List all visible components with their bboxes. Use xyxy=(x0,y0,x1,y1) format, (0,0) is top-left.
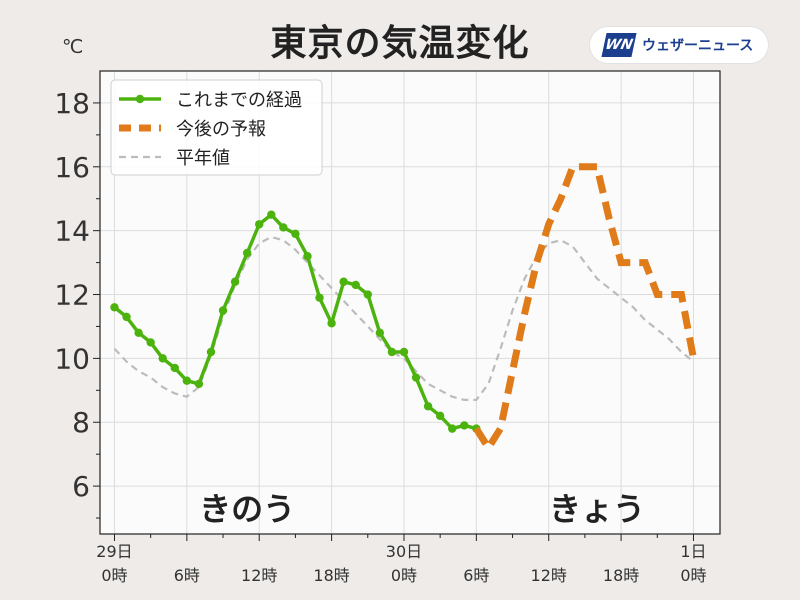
observed-point xyxy=(423,402,433,411)
observed-point xyxy=(206,347,216,357)
observed-point xyxy=(303,252,312,261)
legend-label: 今後の予報 xyxy=(176,119,266,140)
plot-frame xyxy=(99,70,721,535)
x-tick-date-label: 30日 xyxy=(386,542,422,561)
observed-point xyxy=(182,376,192,385)
observed-point xyxy=(267,210,276,219)
observed-point xyxy=(363,290,372,299)
observed-point xyxy=(242,248,252,258)
observed-point xyxy=(255,220,264,229)
y-tick-label: 6 xyxy=(72,470,90,503)
observed-point xyxy=(122,312,131,322)
y-tick-label: 16 xyxy=(54,151,90,184)
y-tick-label: 12 xyxy=(54,279,90,312)
observed-point xyxy=(315,293,324,302)
x-tick-hour-label: 18時 xyxy=(313,566,349,585)
x-tick-hour-label: 6時 xyxy=(463,566,489,585)
observed-point xyxy=(170,363,179,373)
legend-box xyxy=(110,79,323,176)
legend-label: これまでの経過 xyxy=(176,90,302,111)
x-tick-hour-label: 0時 xyxy=(391,566,417,585)
observed-point xyxy=(435,411,445,421)
x-tick-hour-label: 12時 xyxy=(531,566,567,585)
observed-point xyxy=(448,424,457,433)
y-axis-unit: ℃ xyxy=(62,36,84,58)
legend-marker xyxy=(135,94,145,104)
x-tick-date-label: 29日 xyxy=(96,542,132,561)
chart-title: 東京の気温変化 xyxy=(270,23,530,64)
observed-point xyxy=(351,280,360,290)
x-tick-hour-label: 0時 xyxy=(101,566,127,585)
observed-point xyxy=(411,373,421,382)
y-tick-label: 14 xyxy=(54,215,90,248)
observed-point xyxy=(327,319,336,328)
forecast-temperature-line xyxy=(473,163,697,455)
x-tick-hour-label: 0時 xyxy=(680,566,706,585)
x-tick-date-label: 1日 xyxy=(680,542,706,561)
observed-point xyxy=(291,229,300,239)
observed-point xyxy=(194,379,204,389)
x-tick-hour-label: 18時 xyxy=(603,566,639,585)
observed-point xyxy=(230,277,240,286)
observed-point xyxy=(375,328,385,338)
y-tick-label: 18 xyxy=(54,87,90,120)
day-annotation: きょう xyxy=(549,490,645,528)
day-annotation: きのう xyxy=(199,490,295,528)
x-tick-hour-label: 6時 xyxy=(174,566,200,585)
observed-point xyxy=(218,306,228,315)
weathernews-logo: WN ウェザーニュース xyxy=(590,27,768,63)
observed-point xyxy=(134,328,143,338)
observed-point xyxy=(146,338,155,347)
observed-point xyxy=(460,421,469,430)
observed-point xyxy=(158,354,167,363)
observed-point xyxy=(387,347,397,357)
x-tick-hour-label: 12時 xyxy=(241,566,277,585)
legend-label: 平年値 xyxy=(176,148,230,169)
y-tick-label: 8 xyxy=(72,406,90,439)
logo-text: ウェザーニュース xyxy=(642,38,754,54)
observed-point xyxy=(339,277,348,286)
y-tick-label: 10 xyxy=(54,342,90,375)
observed-point xyxy=(399,347,409,357)
observed-point xyxy=(110,303,119,312)
observed-point xyxy=(279,223,288,232)
